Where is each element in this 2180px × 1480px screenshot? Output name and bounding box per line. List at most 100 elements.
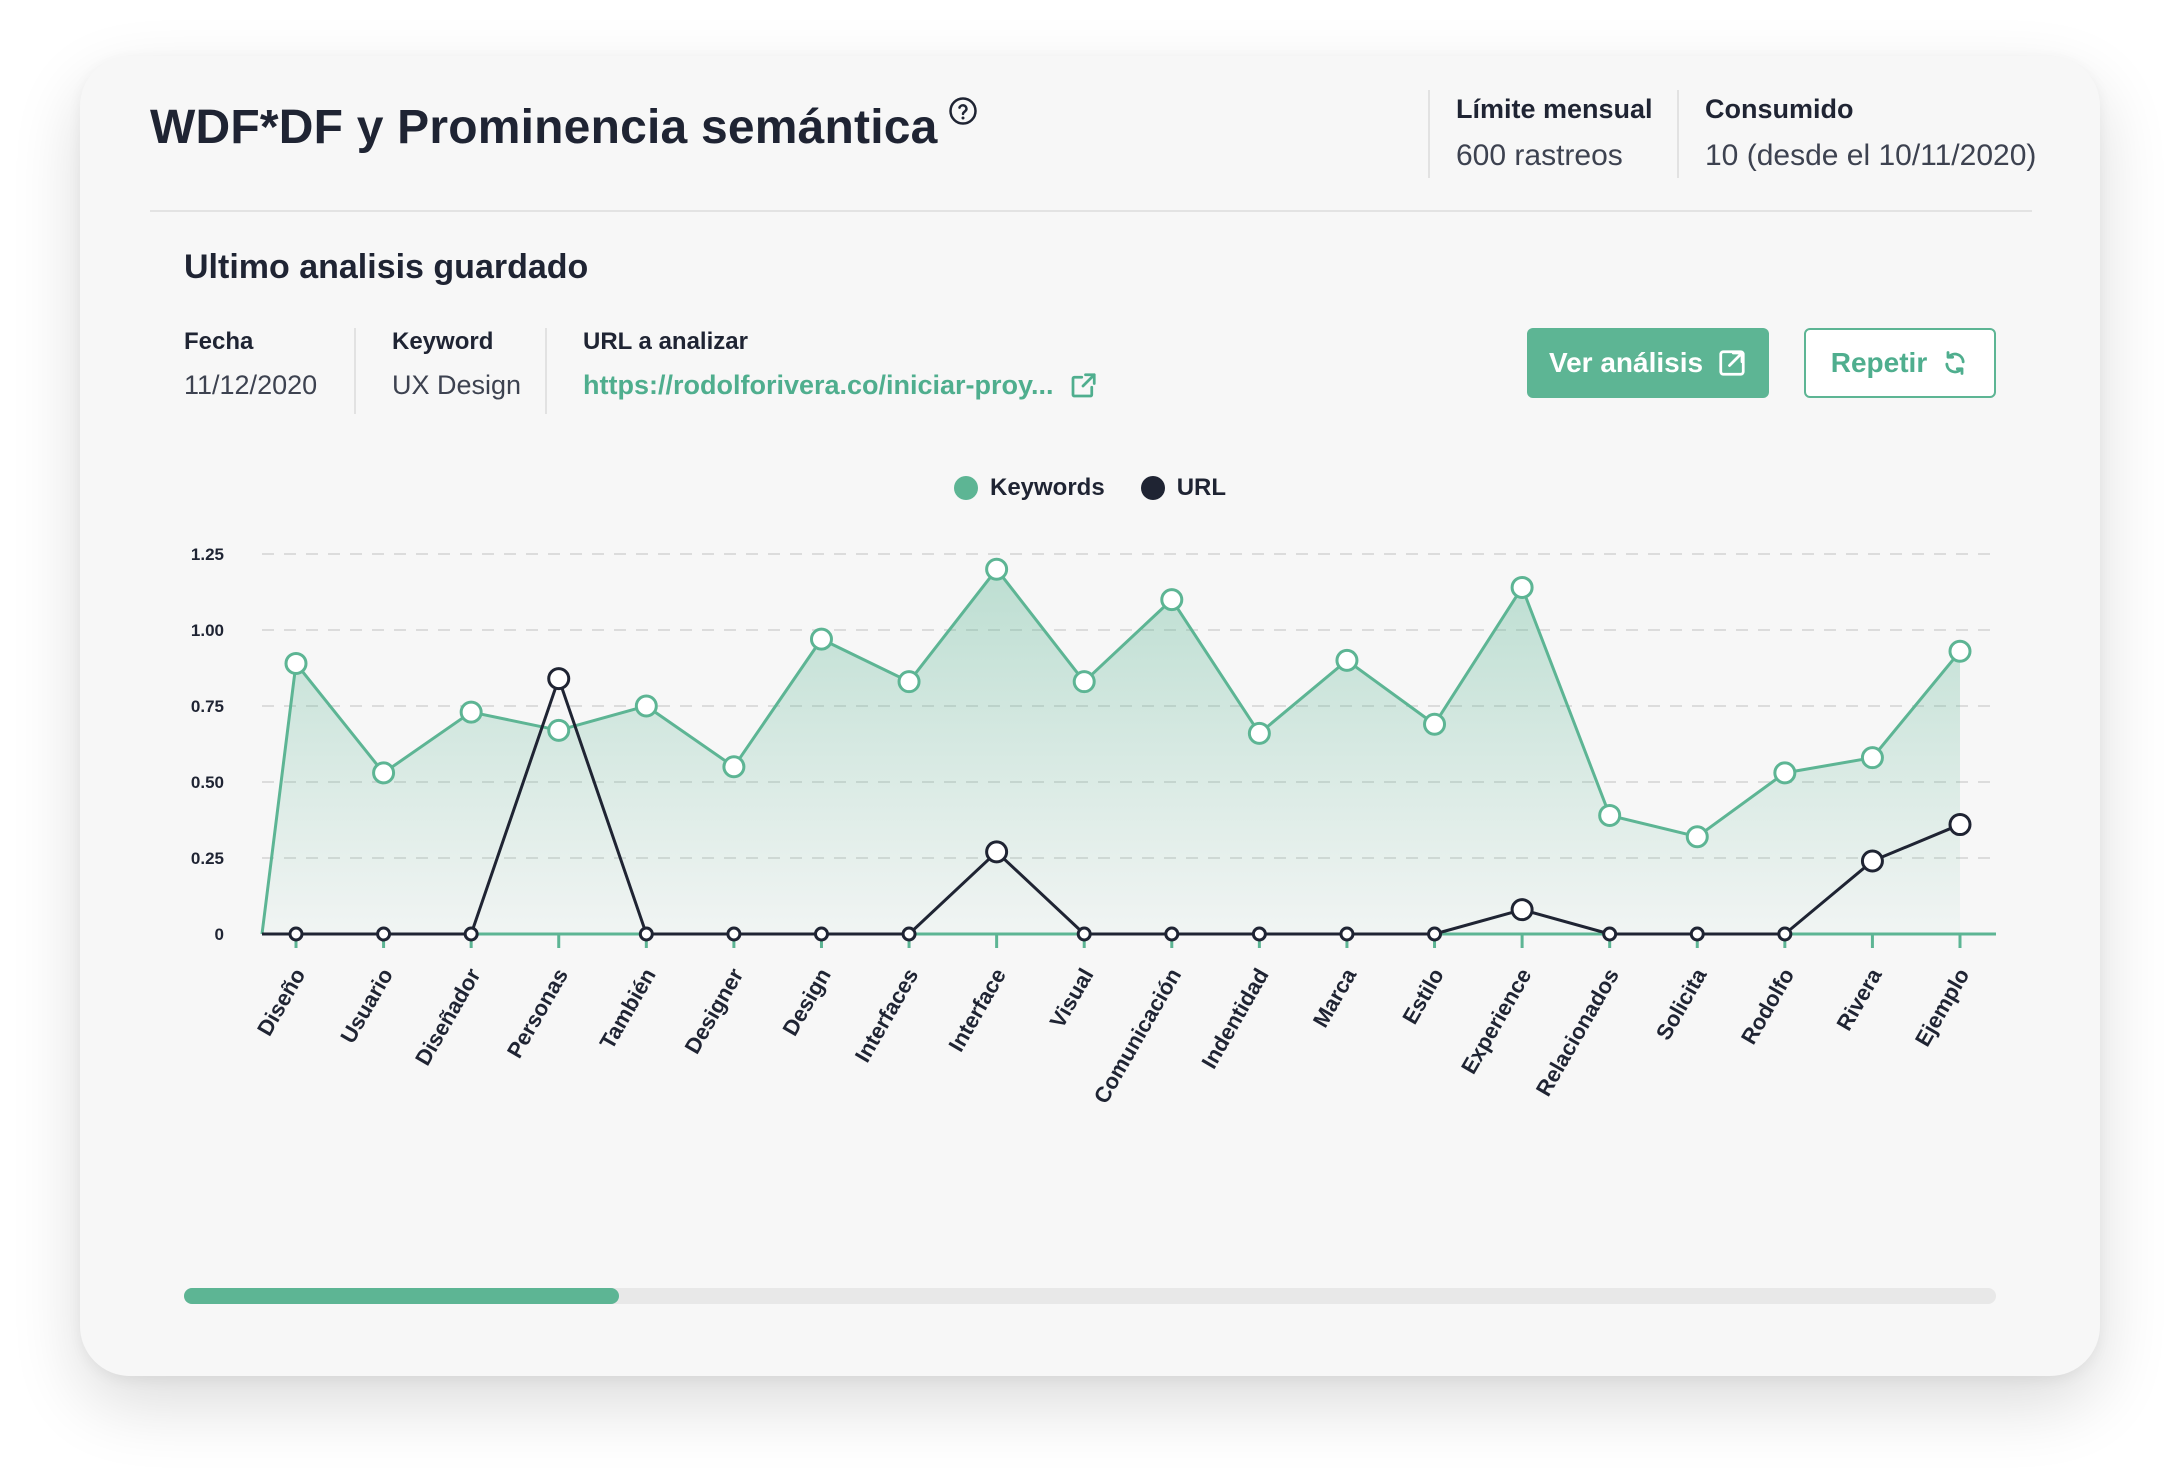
x-tick-label: Interfaces [850, 964, 924, 1067]
x-tick-label: Rodolfo [1736, 964, 1799, 1048]
external-link-icon[interactable] [1068, 371, 1098, 401]
url-point [1602, 926, 1618, 942]
x-tick-label: Solicita [1651, 963, 1712, 1044]
limit-value: 600 rastreos [1456, 139, 1623, 172]
scrollbar-thumb[interactable] [184, 1288, 619, 1304]
keywords-point [284, 651, 308, 675]
keywords-point [1948, 639, 1972, 663]
y-tick-label: 0.25 [191, 849, 224, 868]
url-point [1076, 926, 1092, 942]
keywords-point [547, 718, 571, 742]
consumed-label: Consumido [1705, 94, 1854, 124]
url-point [547, 667, 571, 691]
x-tick-label: Comunicación [1089, 964, 1186, 1108]
help-circle-icon[interactable] [948, 96, 978, 126]
url-point [288, 926, 304, 942]
keywords-point [722, 755, 746, 779]
header-divider [150, 210, 2032, 212]
x-tick-label: Personas [502, 964, 573, 1062]
view-analysis-button[interactable]: Ver análisis [1527, 328, 1769, 398]
section-title: Ultimo analisis guardado [184, 248, 589, 286]
limit-label: Límite mensual [1456, 94, 1653, 124]
page-title: WDF*DF y Prominencia semántica [150, 97, 978, 155]
url-point [985, 840, 1009, 864]
x-tick-label: Ejemplo [1910, 964, 1974, 1051]
url-point [1427, 926, 1443, 942]
x-tick-label: Estilo [1397, 964, 1449, 1028]
url-point [726, 926, 742, 942]
y-tick-label: 0.50 [191, 773, 224, 792]
url-point [1948, 813, 1972, 837]
monthly-limit: Límite mensual 600 rastreos [1428, 90, 1653, 178]
legend-dot [1140, 476, 1165, 500]
url-point [463, 926, 479, 942]
x-tick-label: Relacionados [1531, 964, 1624, 1100]
x-tick-label: Indentidad [1196, 964, 1273, 1073]
keywords-point [1335, 648, 1359, 672]
url-point [1777, 926, 1793, 942]
keywords-point [1773, 761, 1797, 785]
legend-dot [953, 476, 978, 500]
keywords-point [809, 627, 833, 651]
url-point [1689, 926, 1705, 942]
y-tick-label: 0.75 [191, 697, 224, 716]
keyword-value: UX Design [392, 370, 522, 400]
keywords-point [1598, 803, 1622, 827]
x-tick-label: También [595, 964, 661, 1053]
wdf-card: WDF*DF y Prominencia semántica Límite me… [80, 56, 2100, 1376]
url-point [1510, 898, 1534, 922]
keywords-area [262, 569, 1960, 934]
x-tick-label: Marca [1308, 963, 1362, 1031]
line-chart: 0 0.25 0.50 0.75 1.00 1.25 Diseño Usuario Diseña… [191, 545, 1996, 1108]
x-tick-label: Designer [679, 964, 748, 1058]
legend-label: URL [1176, 474, 1227, 501]
keywords-point [1247, 721, 1271, 745]
url-point [1164, 926, 1180, 942]
keywords-point [372, 761, 396, 785]
keywords-point [1860, 746, 1884, 770]
page-title-text: WDF*DF y Prominencia semántica [150, 101, 938, 154]
legend-label: Keywords [989, 474, 1105, 501]
refresh-icon [1945, 351, 1965, 375]
y-tick-label: 0 [215, 925, 224, 944]
keywords-point [1072, 670, 1096, 694]
x-tick-label: Experience [1456, 964, 1536, 1078]
date-value: 11/12/2020 [184, 370, 318, 400]
keywords-point [1685, 825, 1709, 849]
external-link-icon [1719, 350, 1745, 376]
url-point [638, 926, 654, 942]
url-point [1339, 926, 1355, 942]
legend-item[interactable]: Keywords [953, 474, 1105, 502]
keywords-point [1423, 712, 1447, 736]
x-tick-label: Diseño [252, 964, 310, 1040]
url-point [376, 926, 392, 942]
keywords-point [897, 670, 921, 694]
legend-item[interactable]: URL [1140, 474, 1227, 502]
url-point [901, 926, 917, 942]
repeat-label: Repetir [1830, 347, 1928, 378]
chart-legend: Keywords URL [80, 474, 2100, 502]
x-tick-label: Interface [943, 964, 1011, 1056]
url-point [1251, 926, 1267, 942]
keywords-point [459, 700, 483, 724]
keywords-point [634, 694, 658, 718]
consumed-value: 10 (desde el 10/11/2020) [1705, 139, 2037, 172]
keywords-point [1510, 575, 1534, 599]
x-tick-label: Diseñador [410, 964, 486, 1070]
chart-scrollbar[interactable] [184, 1288, 1996, 1304]
x-tick-label: Design [777, 964, 835, 1040]
url-label: URL a analizar [583, 328, 748, 355]
repeat-button[interactable]: Repetir [1804, 328, 1996, 398]
date-info: Fecha 11/12/2020 [184, 328, 317, 414]
url-point [813, 926, 829, 942]
url-link[interactable]: https://rodolforivera.co/iniciar-proy... [583, 370, 1054, 400]
keyword-label: Keyword [392, 328, 494, 355]
x-tick-label: Visual [1045, 964, 1099, 1032]
y-tick-label: 1.25 [191, 545, 224, 564]
url-point [1860, 849, 1884, 873]
date-label: Fecha [184, 328, 254, 355]
view-analysis-label: Ver análisis [1548, 347, 1704, 378]
url-info: URL a analizar https://rodolforivera.co/… [545, 328, 1098, 414]
x-tick-label: Rivera [1831, 963, 1887, 1034]
y-tick-label: 1.00 [191, 621, 224, 640]
